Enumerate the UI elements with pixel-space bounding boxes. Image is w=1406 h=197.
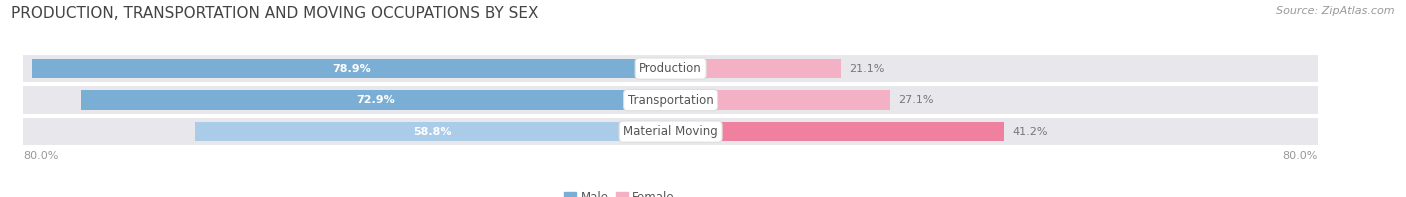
Bar [671, 90, 890, 110]
Text: 58.8%: 58.8% [413, 127, 451, 137]
Text: Production: Production [640, 62, 702, 75]
Text: 21.1%: 21.1% [849, 64, 884, 73]
Bar [195, 122, 671, 141]
Text: 27.1%: 27.1% [898, 95, 934, 105]
Bar [24, 55, 1317, 82]
Text: 72.9%: 72.9% [356, 95, 395, 105]
Text: 80.0%: 80.0% [1282, 151, 1317, 161]
Text: 41.2%: 41.2% [1012, 127, 1047, 137]
Bar [671, 59, 841, 78]
Bar [24, 118, 1317, 145]
Text: Material Moving: Material Moving [623, 125, 718, 138]
Bar [32, 59, 671, 78]
Bar [671, 122, 1004, 141]
Bar [80, 90, 671, 110]
Legend: Male, Female: Male, Female [560, 186, 679, 197]
Text: Source: ZipAtlas.com: Source: ZipAtlas.com [1277, 6, 1395, 16]
Text: Transportation: Transportation [627, 94, 713, 107]
Text: 80.0%: 80.0% [24, 151, 59, 161]
Text: 78.9%: 78.9% [332, 64, 371, 73]
Text: PRODUCTION, TRANSPORTATION AND MOVING OCCUPATIONS BY SEX: PRODUCTION, TRANSPORTATION AND MOVING OC… [11, 6, 538, 21]
Bar [24, 86, 1317, 114]
